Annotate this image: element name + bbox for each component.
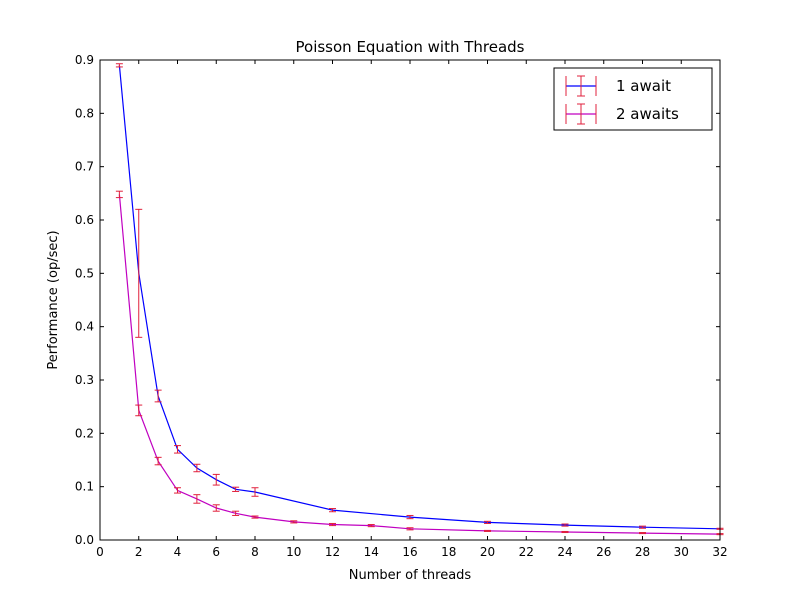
error-bar — [135, 208, 143, 338]
x-tick-label: 30 — [674, 545, 689, 559]
error-bar — [484, 529, 491, 532]
error-bar — [406, 527, 414, 531]
error-bar — [367, 524, 375, 528]
error-bar — [406, 514, 414, 520]
x-tick-label: 16 — [402, 545, 417, 559]
x-tick-label: 14 — [364, 545, 379, 559]
x-tick-label: 6 — [212, 545, 220, 559]
x-tick-label: 8 — [251, 545, 259, 559]
error-bar — [174, 445, 181, 454]
series-line-1 — [118, 65, 721, 530]
error-bar — [251, 487, 259, 497]
x-tick-label: 4 — [174, 545, 182, 559]
error-bar — [115, 190, 123, 199]
error-bar — [154, 456, 162, 466]
x-tick-label: 10 — [286, 545, 301, 559]
x-tick-label: 32 — [712, 545, 727, 559]
error-bar — [251, 515, 259, 519]
error-bar — [212, 473, 220, 486]
y-tick-label: 0.7 — [75, 160, 94, 174]
error-bar — [135, 404, 143, 417]
error-bar — [484, 520, 491, 524]
error-bar — [639, 532, 646, 535]
x-tick-label: 18 — [441, 545, 456, 559]
error-bar — [154, 389, 162, 403]
y-tick-label: 0.9 — [75, 53, 94, 67]
error-bar — [329, 508, 336, 513]
error-bar — [639, 525, 646, 529]
y-tick-label: 0.6 — [75, 213, 94, 227]
error-bar — [212, 504, 220, 512]
legend: 1 await 2 awaits — [553, 67, 713, 131]
y-tick-label: 0.0 — [75, 533, 94, 547]
error-bar — [193, 463, 201, 473]
x-tick-label: 22 — [519, 545, 534, 559]
y-tick-label: 0.3 — [75, 373, 94, 387]
legend-label: 2 awaits — [616, 105, 679, 123]
plot-frame — [99, 59, 721, 541]
x-tick-label: 2 — [135, 545, 143, 559]
legend-entry: 1 await — [565, 75, 671, 97]
series-line-2 — [118, 194, 721, 535]
error-bar — [561, 530, 569, 534]
y-tick-label: 0.8 — [75, 106, 94, 120]
error-bar — [115, 63, 123, 68]
x-axis-label: Number of threads — [349, 568, 472, 583]
x-tick-label: 12 — [325, 545, 340, 559]
chart-title: Poisson Equation with Threads — [296, 38, 525, 56]
legend-entry: 2 awaits — [565, 103, 679, 125]
x-tick-label: 24 — [557, 545, 572, 559]
y-tick-label: 0.4 — [75, 320, 94, 334]
legend-box — [553, 67, 713, 131]
x-tick-label: 20 — [480, 545, 495, 559]
y-tick-label: 0.1 — [75, 480, 94, 494]
error-bar — [561, 523, 569, 527]
x-tick-label: 26 — [596, 545, 611, 559]
error-bar — [232, 486, 240, 492]
error-bar — [193, 494, 201, 504]
error-bar — [232, 510, 240, 516]
plot-area: 0 2 4 6 8 10 12 14 16 18 20 22 24 26 28 30 320.00.10.20.… — [75, 53, 728, 559]
x-tick-label: 0 — [96, 545, 104, 559]
y-axis-label: Performance (op/sec) — [46, 230, 61, 369]
error-bar — [174, 487, 181, 494]
y-tick-label: 0.5 — [75, 266, 94, 280]
y-tick-label: 0.2 — [75, 426, 94, 440]
error-bar — [290, 520, 298, 524]
x-tick-label: 28 — [635, 545, 650, 559]
legend-label: 1 await — [616, 77, 671, 95]
error-bar — [329, 522, 336, 527]
